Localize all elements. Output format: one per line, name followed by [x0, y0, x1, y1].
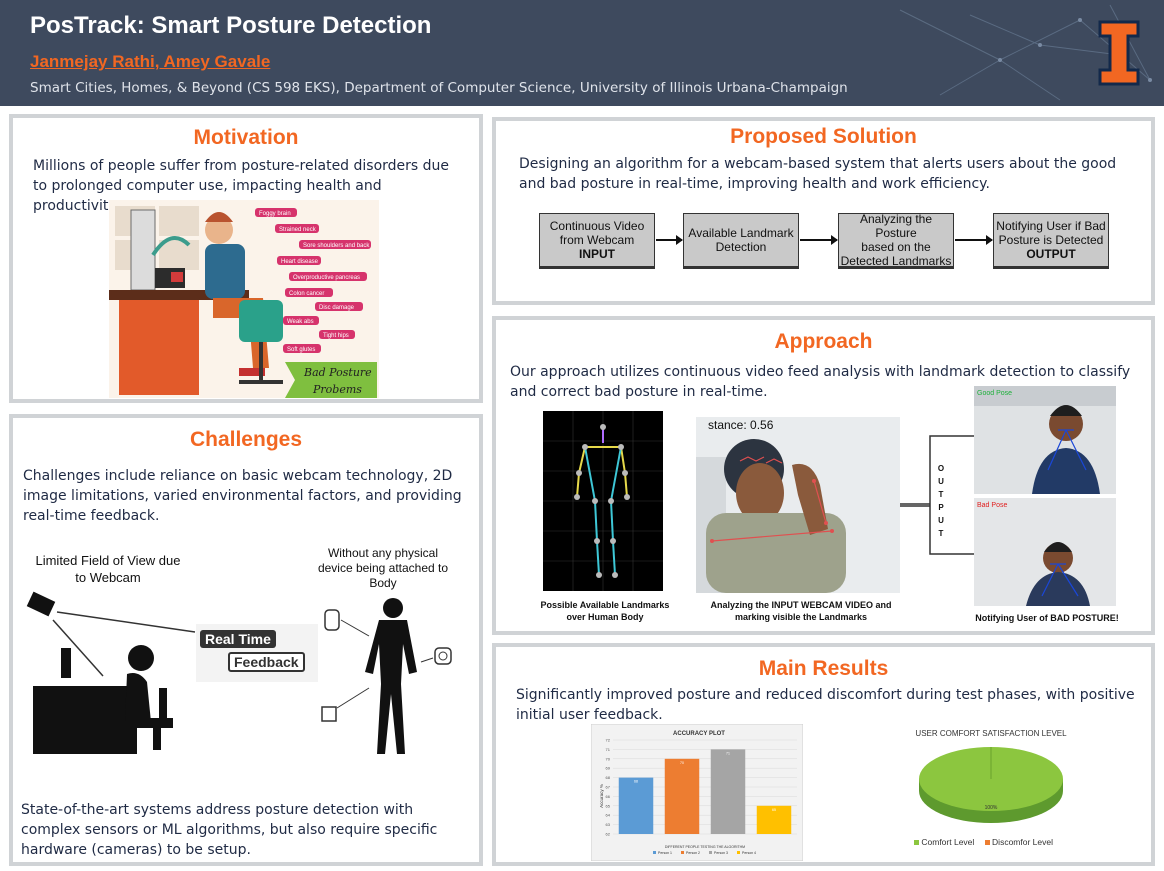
- legend-swatch: [709, 851, 712, 854]
- flow-arrow-3: [955, 235, 993, 245]
- figure-label-6: Colon cancer: [289, 291, 324, 297]
- solution-title: Proposed Solution: [730, 125, 917, 148]
- figure-label-3: Sore shoulders and back: [303, 243, 370, 249]
- bar-value-label: 65: [772, 808, 776, 812]
- realtime-feedback-badge: Real Time Feedback: [196, 624, 318, 682]
- chart-xlabel: DIFFERENT PEOPLE TESTING THE ALGORITHM: [665, 845, 745, 849]
- webcam-desk-illustration: [26, 591, 196, 754]
- banner-line-1: Bad Posture: [303, 366, 372, 379]
- output-bracket: [900, 432, 978, 558]
- solution-panel: Proposed Solution Designing an algorithm…: [492, 117, 1155, 305]
- results-text: Significantly improved posture and reduc…: [516, 687, 1135, 723]
- legend-swatch: [653, 851, 656, 854]
- flow-step-input: Continuous Video from Webcam INPUT: [539, 213, 655, 269]
- flow-step-analysis: Analyzing the Posture based on the Detecte…: [838, 212, 954, 269]
- figure-label-7: Disc damage: [319, 305, 355, 311]
- bar-person-2: [664, 758, 700, 834]
- bar-value-label: 71: [726, 751, 730, 755]
- caption-landmarks: Possible Available Landmarks over Human …: [540, 600, 670, 622]
- poster-header: PosTrack: Smart Posture Detection Janmej…: [0, 0, 1164, 106]
- device-label: Without any physical device being attach…: [317, 546, 449, 590]
- challenges-panel: Challenges Challenges include reliance o…: [9, 414, 483, 866]
- motivation-panel: Motivation Millions of people suffer fro…: [9, 114, 483, 403]
- legend-label: Person 4: [742, 851, 756, 855]
- legend-label: Person 3: [714, 851, 728, 855]
- badge-line-2: Feedback: [228, 652, 305, 672]
- figure-label-4: Heart disease: [281, 259, 319, 265]
- challenges-text-2: State-of-the-art systems address posture…: [21, 802, 438, 858]
- figure-label-1: Foggy brain: [259, 211, 291, 217]
- flow-step-output: Notifying User if Bad Posture is Detected…: [993, 213, 1109, 269]
- legend-discomfort: Discomfor Level: [992, 837, 1053, 847]
- solution-text: Designing an algorithm for a webcam-base…: [519, 156, 1117, 192]
- body-silhouette-illustration: [321, 598, 452, 754]
- challenges-text: Challenges include reliance on basic web…: [23, 468, 462, 524]
- good-pose-label: Good Pose: [977, 390, 1012, 397]
- approach-text: Our approach utilizes continuous video f…: [510, 364, 1131, 400]
- figure-label-8: Weak abs: [287, 319, 314, 325]
- legend-comfort: Comfort Level: [921, 837, 975, 847]
- motivation-title: Motivation: [193, 126, 299, 149]
- caption-bad-posture: Notifying User of BAD POSTURE!: [975, 613, 1119, 623]
- legend-label: Person 2: [686, 851, 700, 855]
- y-tick-label: 72: [606, 738, 611, 743]
- landmark-skeleton-image: [543, 411, 663, 591]
- y-tick-label: 67: [606, 785, 611, 790]
- webcam-analysis-image: stance: 0.56: [696, 417, 900, 593]
- accuracy-bar-chart: ACCURACY PLOT Accuracy % DIFFERENT PEOPL…: [591, 724, 803, 861]
- poster-authors[interactable]: Janmejay Rathi, Amey Gavale: [30, 52, 271, 71]
- bar-person-1: [618, 777, 654, 834]
- bar-person-4: [756, 805, 792, 834]
- network-decoration: [899, 4, 1152, 101]
- y-tick-label: 69: [606, 766, 611, 771]
- challenges-title: Challenges: [189, 428, 303, 451]
- pie-value-label: 100%: [985, 805, 998, 811]
- badge-line-1: Real Time: [200, 630, 276, 648]
- comfort-pie-chart: 100%: [919, 747, 1063, 823]
- figure-label-2: Strained neck: [279, 227, 317, 233]
- good-pose-image: Good Pose: [974, 386, 1116, 494]
- fov-label: Limited Field of View due to Webcam: [35, 553, 181, 585]
- flow-step-detection: Available Landmark Detection: [683, 213, 799, 269]
- results-panel: Main Results Significantly improved post…: [492, 643, 1155, 866]
- approach-title: Approach: [774, 330, 873, 353]
- legend-label: Person 1: [658, 851, 672, 855]
- figure-label-9: Tight hips: [323, 333, 349, 339]
- y-tick-label: 70: [606, 756, 611, 761]
- y-tick-label: 68: [606, 775, 611, 780]
- chart-ylabel: Accuracy %: [599, 784, 604, 808]
- pie-title: USER COMFORT SATISFACTION LEVEL: [915, 729, 1067, 738]
- legend-swatch: [681, 851, 684, 854]
- y-tick-label: 64: [606, 813, 611, 818]
- poster-title: PosTrack: Smart Posture Detection: [30, 12, 432, 39]
- bad-pose-label: Bad Pose: [977, 502, 1007, 509]
- caption-webcam: Analyzing the INPUT WEBCAM VIDEO and mar…: [710, 600, 892, 622]
- y-tick-label: 63: [606, 822, 611, 827]
- bar-person-3: [710, 749, 746, 834]
- pie-legend: Comfort Level Discomfor Level: [914, 837, 1053, 847]
- poster-affiliation: Smart Cities, Homes, & Beyond (CS 598 EK…: [30, 80, 848, 96]
- bar-value-label: 68: [634, 780, 638, 784]
- illinois-logo: [1098, 20, 1140, 86]
- bad-pose-image: Bad Pose: [974, 498, 1116, 606]
- posture-illustration: Foggy brain Strained neck Sore shoulders…: [109, 200, 379, 398]
- y-tick-label: 66: [606, 794, 611, 799]
- results-title: Main Results: [758, 657, 889, 680]
- chart-title: ACCURACY PLOT: [673, 731, 725, 737]
- figure-label-5: Overproductive pancreas: [293, 275, 360, 281]
- y-tick-label: 65: [606, 803, 611, 808]
- distance-readout: stance: 0.56: [708, 418, 774, 432]
- banner-line-2: Probems: [312, 383, 362, 396]
- flow-arrow-1: [656, 235, 683, 245]
- approach-panel: Approach Our approach utilizes continuou…: [492, 316, 1155, 635]
- y-tick-label: 71: [606, 747, 611, 752]
- motivation-text: Millions of people suffer from posture-r…: [33, 158, 450, 214]
- legend-swatch: [737, 851, 740, 854]
- flow-arrow-2: [800, 235, 838, 245]
- y-tick-label: 62: [606, 832, 611, 837]
- figure-label-10: Soft glutes: [287, 347, 315, 353]
- bar-value-label: 70: [680, 761, 684, 765]
